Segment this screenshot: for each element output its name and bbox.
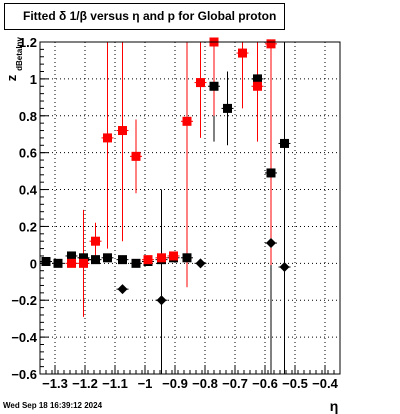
data-point-square [103,133,112,143]
y-tick-label: 1 [30,72,37,87]
y-axis-title-sub: dBetaInv [15,37,24,71]
x-tick-label: −1.1 [102,376,128,391]
data-point-square [103,253,112,263]
y-tick-label: 1.2 [19,35,37,50]
data-point-square [253,81,262,91]
data-point-diamond [156,295,167,306]
x-tick-label: −0.8 [192,376,218,391]
y-tick-label: 0.2 [19,219,37,234]
data-point-square [118,126,127,136]
data-point-diamond [266,238,276,249]
data-point-square [118,255,127,265]
data-point-diamond [117,284,128,295]
tick-layer [39,41,341,375]
y-tick-label: 0 [30,256,37,271]
plot-frame [39,41,341,375]
data-point-square [223,103,232,113]
data-point-diamond [195,258,206,269]
data-point-diamond [279,262,290,273]
error-bar-layer [40,41,291,374]
y-tick-label: −0.4 [11,330,37,345]
y-axis-title: z dBetaInv [4,37,24,82]
data-point-square [182,116,192,126]
chart-title: Fitted δ 1/β versus η and p for Global p… [4,3,285,30]
data-point-square [67,251,76,261]
grid-layer [40,42,340,374]
data-point-square [196,78,205,88]
timestamp-label: Wed Sep 18 16:39:12 2024 [3,401,103,410]
data-point-square [266,39,276,49]
data-point-square [169,251,178,261]
data-point-square [238,48,247,58]
data-point-square [41,256,51,266]
x-tick-label: −1.2 [72,376,98,391]
y-tick-label: −0.6 [11,367,37,382]
x-tick-label: −0.9 [162,376,188,391]
data-point-square [131,151,141,161]
tick-label-layer: −1.3 −1.2 −1.1 −1 −0.9 −0.8 −0.7 −0.6 −0.5 −0.4 −0… [11,35,338,391]
data-point-square [53,258,63,268]
x-tick-label: −0.7 [222,376,248,391]
data-point-square [157,253,166,263]
data-point-square [79,258,88,268]
marker-layer [41,37,290,306]
data-point-square [131,258,141,268]
y-tick-label: 0.8 [19,109,37,124]
y-tick-label: 0.6 [19,146,37,161]
data-point-square [143,255,153,265]
x-tick-label: −0.6 [252,376,278,391]
data-point-square [91,255,100,265]
x-tick-label: −1 [138,376,153,391]
x-tick-label: −1.3 [42,376,68,391]
data-point-square [253,74,262,84]
data-point-square [67,258,76,268]
data-point-square [266,168,276,178]
data-point-square [209,81,219,91]
data-point-square [91,236,100,246]
y-tick-label: −0.2 [11,293,37,308]
y-tick-label: 0.4 [19,183,38,198]
y-axis-title-main: z [4,74,19,81]
data-point-square [182,253,192,263]
x-tick-label: −0.5 [282,376,308,391]
data-point-square [280,138,289,148]
x-tick-label: −0.4 [312,376,338,391]
x-axis-title: η [330,398,339,414]
